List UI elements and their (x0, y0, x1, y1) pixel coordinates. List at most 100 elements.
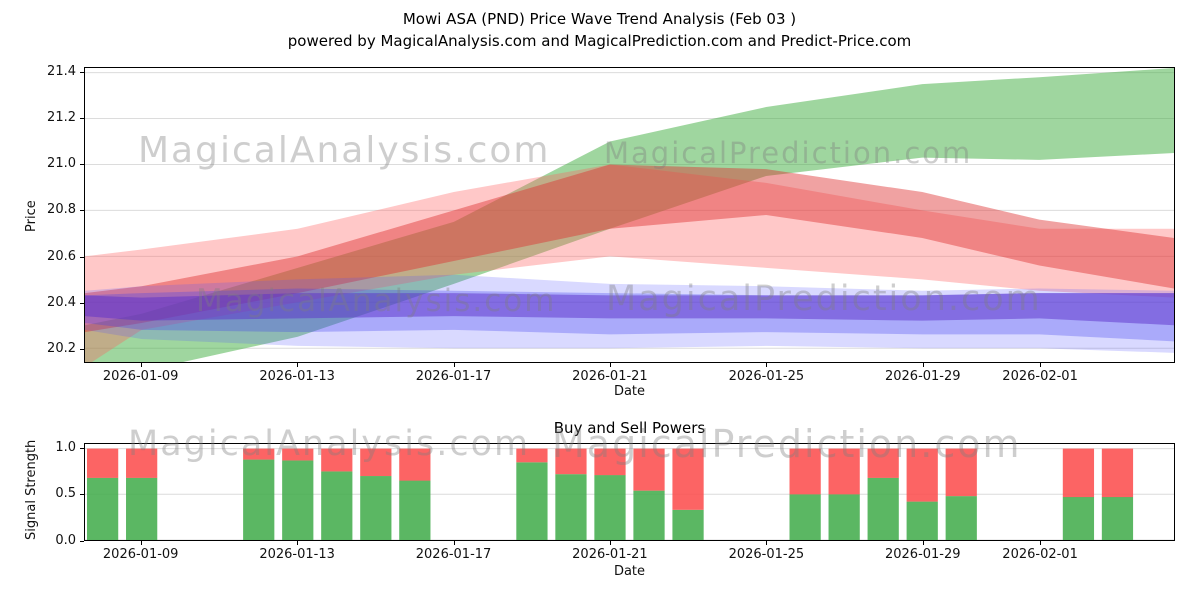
sell-bar (321, 448, 353, 472)
power-xtick-label: 2026-01-21 (572, 547, 648, 562)
band-purple-narrow-band (85, 293, 1174, 326)
price-xtick-mark (766, 363, 768, 367)
price-xtick-label: 2026-01-17 (415, 369, 492, 384)
sell-bar (672, 448, 704, 510)
price-xtick-label: 2026-01-09 (102, 369, 179, 384)
figure-title-block: Mowi ASA (PND) Price Wave Trend Analysis… (54, 8, 1145, 52)
buy-bar (828, 494, 860, 540)
price-ytick-label: 21.2 (47, 109, 76, 125)
buy-bar (321, 471, 353, 540)
power-xtick-label: 2026-02-01 (1002, 547, 1078, 562)
power-xtick-mark (766, 541, 768, 545)
buy-bar (633, 490, 665, 540)
sell-bar (360, 448, 392, 477)
power-ytick-label: 0.0 (55, 533, 76, 548)
buy-bar (867, 477, 899, 540)
buy-bar (906, 501, 938, 540)
power-xtick-mark (1040, 541, 1042, 545)
power-ytick-label: 1.0 (55, 439, 76, 455)
sell-bar (555, 448, 587, 475)
price-xtick-mark (609, 363, 611, 367)
price-xtick-label: 2026-02-01 (1002, 369, 1078, 384)
band-green-uptrend-band (85, 68, 1174, 362)
price-xtick-label: 2026-01-21 (572, 369, 648, 384)
power-ytick-mark (80, 541, 84, 542)
sell-bar (594, 448, 626, 476)
power-xtick-label: 2026-01-29 (884, 547, 961, 562)
figure-title-line2: powered by MagicalAnalysis.com and Magic… (287, 32, 912, 50)
power-ytick-mark (80, 447, 84, 449)
price-chart-svg (85, 68, 1174, 362)
sell-bar (86, 448, 119, 478)
price-ytick-label: 21.0 (47, 156, 76, 172)
price-ytick-mark (80, 349, 84, 351)
power-xtick-mark (297, 541, 299, 545)
power-xtick-label: 2026-01-17 (415, 547, 492, 562)
power-xtick-mark (609, 541, 611, 545)
power-xtick-label: 2026-01-09 (102, 547, 179, 562)
figure-title-line1: Mowi ASA (PND) Price Wave Trend Analysis… (402, 10, 797, 28)
sell-bar (243, 448, 275, 460)
buy-bar (516, 462, 548, 540)
price-ytick-mark (80, 256, 84, 258)
buy-bar (243, 459, 275, 540)
buy-bar (86, 477, 119, 540)
price-ytick-mark (80, 71, 84, 73)
price-ytick-mark (80, 210, 84, 212)
price-chart-plot-area (84, 67, 1175, 363)
sell-bar (828, 448, 860, 495)
buy-bar (360, 476, 392, 540)
sell-bar (399, 448, 431, 481)
price-xtick-mark (453, 363, 455, 367)
sell-bar (1101, 448, 1134, 498)
power-x-axis-label: Date (613, 564, 646, 579)
sell-bar (906, 448, 938, 502)
price-xtick-mark (1040, 363, 1042, 367)
price-ytick-label: 20.8 (47, 202, 76, 218)
price-ytick-mark (80, 164, 84, 166)
power-xtick-label: 2026-01-25 (728, 547, 805, 562)
power-chart-svg (85, 448, 1174, 540)
price-x-axis-label: Date (613, 384, 646, 399)
price-ytick-label: 20.6 (47, 248, 76, 264)
buy-bar (555, 474, 587, 540)
buy-bar (945, 496, 977, 540)
price-xtick-mark (922, 363, 924, 367)
price-ytick-label: 21.4 (47, 63, 76, 79)
sell-bar (633, 448, 665, 491)
power-chart-title: Buy and Sell Powers (553, 419, 706, 437)
power-xtick-label: 2026-01-13 (259, 547, 335, 562)
buy-bar (1101, 496, 1134, 540)
price-xtick-label: 2026-01-13 (259, 369, 335, 384)
sell-bar (789, 448, 821, 495)
sell-bar (282, 448, 314, 461)
sell-bar (945, 448, 977, 497)
buy-bar (1062, 496, 1095, 540)
buy-bar (282, 460, 314, 540)
sell-bar (126, 448, 158, 478)
price-ytick-label: 20.4 (47, 294, 76, 310)
power-xtick-mark (453, 541, 455, 545)
price-ytick-mark (80, 302, 84, 304)
price-xtick-label: 2026-01-25 (728, 369, 805, 384)
sell-bar (516, 448, 548, 463)
power-ytick-label: 0.5 (55, 486, 76, 502)
price-xtick-mark (297, 363, 299, 367)
price-ytick-label: 20.2 (47, 341, 76, 357)
buy-bar (594, 475, 626, 540)
sell-bar (867, 448, 899, 478)
band-red-light-band (85, 164, 1174, 362)
price-xtick-mark (140, 363, 142, 367)
power-chart-plot-area (84, 443, 1175, 541)
band-red-medium-band (85, 164, 1174, 333)
sell-bar (1062, 448, 1095, 498)
power-xtick-mark (922, 541, 924, 545)
power-xtick-mark (140, 541, 142, 545)
price-ytick-mark (80, 117, 84, 119)
buy-bar (399, 480, 431, 540)
power-ytick-mark (80, 494, 84, 496)
buy-bar (672, 509, 704, 540)
buy-bar (126, 477, 158, 540)
price-xtick-label: 2026-01-29 (884, 369, 961, 384)
